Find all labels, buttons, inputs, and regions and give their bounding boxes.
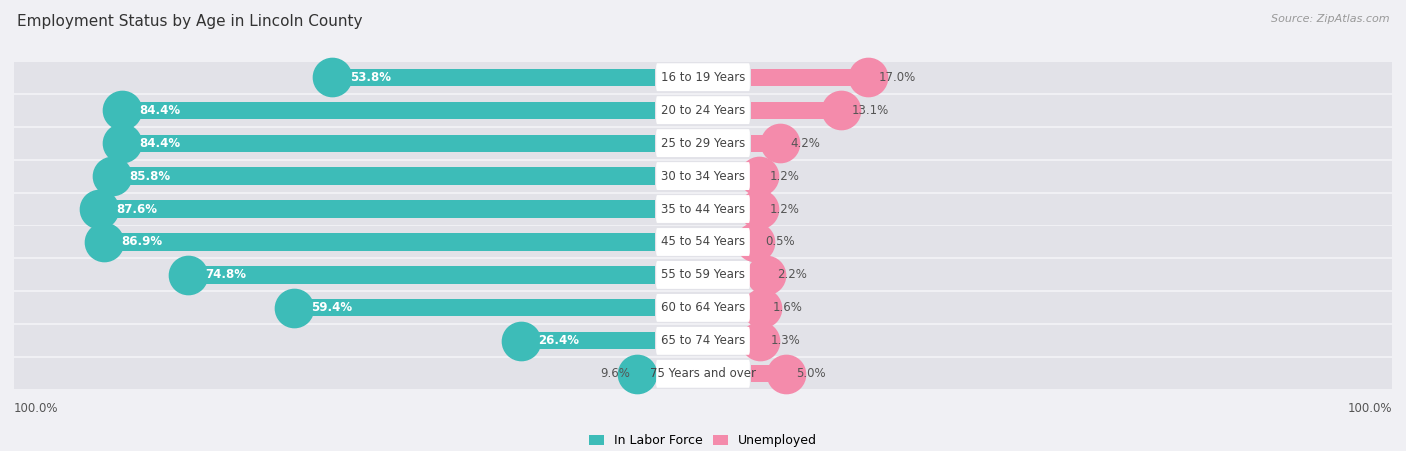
Bar: [14, 62, 1392, 92]
Bar: [14, 95, 1392, 126]
FancyBboxPatch shape: [657, 129, 749, 157]
Text: 1.2%: 1.2%: [770, 170, 800, 183]
Legend: In Labor Force, Unemployed: In Labor Force, Unemployed: [583, 429, 823, 451]
Bar: [112, 167, 655, 184]
Bar: [14, 358, 1392, 389]
Text: 1.3%: 1.3%: [770, 334, 800, 347]
Bar: [121, 101, 655, 119]
FancyBboxPatch shape: [657, 360, 749, 388]
Text: 84.4%: 84.4%: [139, 104, 180, 117]
Text: 35 to 44 Years: 35 to 44 Years: [661, 202, 745, 216]
Text: 55 to 59 Years: 55 to 59 Years: [661, 268, 745, 281]
Text: 100.0%: 100.0%: [1347, 402, 1392, 415]
Bar: [751, 267, 766, 284]
Text: 5.0%: 5.0%: [796, 367, 825, 380]
Text: 13.1%: 13.1%: [852, 104, 889, 117]
Text: 16 to 19 Years: 16 to 19 Years: [661, 71, 745, 84]
Text: 75 Years and over: 75 Years and over: [650, 367, 756, 380]
Bar: [14, 292, 1392, 323]
FancyBboxPatch shape: [657, 228, 749, 256]
FancyBboxPatch shape: [657, 63, 749, 91]
Text: Source: ZipAtlas.com: Source: ZipAtlas.com: [1271, 14, 1389, 23]
FancyBboxPatch shape: [657, 327, 749, 355]
Bar: [751, 365, 786, 382]
Text: 85.8%: 85.8%: [129, 170, 170, 183]
Bar: [751, 101, 841, 119]
Bar: [14, 259, 1392, 290]
Bar: [14, 161, 1392, 192]
Bar: [751, 134, 780, 152]
Text: 45 to 54 Years: 45 to 54 Years: [661, 235, 745, 249]
Text: 20 to 24 Years: 20 to 24 Years: [661, 104, 745, 117]
Text: 0.5%: 0.5%: [765, 235, 794, 249]
Bar: [294, 299, 655, 317]
Text: 53.8%: 53.8%: [350, 71, 391, 84]
Text: 65 to 74 Years: 65 to 74 Years: [661, 334, 745, 347]
Bar: [751, 234, 755, 251]
Text: 9.6%: 9.6%: [600, 367, 630, 380]
Bar: [14, 193, 1392, 225]
Bar: [14, 325, 1392, 356]
Bar: [751, 299, 762, 317]
FancyBboxPatch shape: [657, 294, 749, 322]
Text: 25 to 29 Years: 25 to 29 Years: [661, 137, 745, 150]
Bar: [100, 200, 655, 217]
Bar: [751, 332, 761, 350]
Bar: [332, 69, 655, 86]
FancyBboxPatch shape: [657, 261, 749, 289]
Text: 30 to 34 Years: 30 to 34 Years: [661, 170, 745, 183]
Text: Employment Status by Age in Lincoln County: Employment Status by Age in Lincoln Coun…: [17, 14, 363, 28]
Bar: [751, 69, 869, 86]
Text: 74.8%: 74.8%: [205, 268, 246, 281]
FancyBboxPatch shape: [657, 162, 749, 190]
Text: 1.2%: 1.2%: [770, 202, 800, 216]
Text: 100.0%: 100.0%: [14, 402, 59, 415]
Bar: [14, 226, 1392, 258]
Bar: [187, 267, 655, 284]
Bar: [121, 134, 655, 152]
Bar: [14, 128, 1392, 159]
FancyBboxPatch shape: [657, 96, 749, 124]
Text: 59.4%: 59.4%: [311, 301, 352, 314]
Bar: [637, 365, 655, 382]
Text: 17.0%: 17.0%: [879, 71, 915, 84]
Text: 4.2%: 4.2%: [790, 137, 820, 150]
Text: 2.2%: 2.2%: [776, 268, 807, 281]
Bar: [751, 200, 759, 217]
Text: 60 to 64 Years: 60 to 64 Years: [661, 301, 745, 314]
FancyBboxPatch shape: [657, 195, 749, 223]
Text: 1.6%: 1.6%: [772, 301, 803, 314]
Text: 87.6%: 87.6%: [117, 202, 157, 216]
Bar: [522, 332, 655, 350]
Bar: [751, 167, 759, 184]
Text: 84.4%: 84.4%: [139, 137, 180, 150]
Bar: [104, 234, 655, 251]
Text: 26.4%: 26.4%: [538, 334, 579, 347]
Text: 86.9%: 86.9%: [121, 235, 163, 249]
